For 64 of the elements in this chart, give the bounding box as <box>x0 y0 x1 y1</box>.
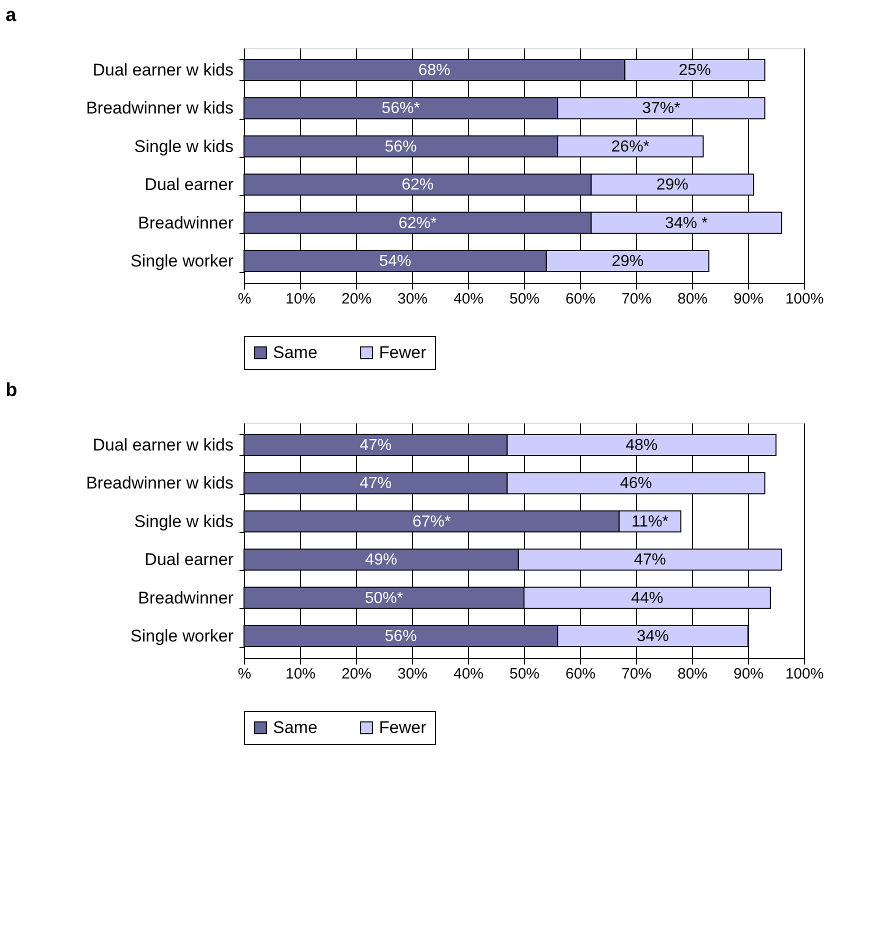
legend-label: Same <box>273 342 318 362</box>
x-tick-label: 40% <box>453 290 484 308</box>
x-tick-label: 100% <box>785 666 824 682</box>
x-tick-label: 10% <box>285 666 316 682</box>
y-tick-label: Breadwinner <box>138 213 234 232</box>
x-tick-label: 10% <box>285 290 316 308</box>
data-label: 44% <box>631 590 664 607</box>
y-tick-label: Dual earner w kids <box>92 435 234 454</box>
data-label: 56% <box>384 628 417 646</box>
x-tick-label: 80% <box>677 290 708 308</box>
data-label: 62% <box>402 176 434 194</box>
data-label: 37%* <box>642 100 680 118</box>
data-label: 11%* <box>631 513 669 530</box>
x-tick-label: 50% <box>509 290 540 308</box>
x-tick-label: 90% <box>733 290 764 308</box>
y-tick-label: Dual earner w kids <box>92 60 234 80</box>
data-label: 34% <box>636 628 669 646</box>
y-tick-label: Single worker <box>130 626 234 646</box>
data-label: 67%* <box>412 513 451 530</box>
text: b <box>6 380 18 401</box>
y-tick-label: Single w kids <box>134 512 234 531</box>
data-label: 47% <box>360 475 392 492</box>
y-tick-label: Single worker <box>130 252 234 271</box>
data-label: 54% <box>379 253 412 270</box>
legend-label: Fewer <box>379 342 427 362</box>
data-label: 50%* <box>364 590 404 607</box>
x-tick-label: % <box>238 666 252 682</box>
data-label: 46% <box>620 475 652 492</box>
data-label: 47% <box>634 552 666 569</box>
data-label: 62%* <box>398 214 437 232</box>
data-label: 29% <box>612 253 644 270</box>
y-tick-label: Dual earner <box>144 175 234 194</box>
x-tick-label: 100% <box>785 290 824 308</box>
x-tick-label: 90% <box>733 666 764 682</box>
y-tick-label: Breadwinner <box>138 588 234 608</box>
x-tick-label: 70% <box>621 290 652 308</box>
text: a <box>6 5 17 26</box>
x-tick-label: 80% <box>677 666 708 682</box>
data-label: 48% <box>626 436 658 454</box>
data-label: 34% * <box>665 214 708 232</box>
legend-label: Fewer <box>379 718 427 737</box>
x-tick-label: 70% <box>621 666 652 682</box>
y-tick-label: Single w kids <box>134 136 234 156</box>
data-label: 26%* <box>611 138 650 156</box>
x-tick-label: 60% <box>565 666 596 682</box>
x-tick-label: % <box>238 290 252 308</box>
x-tick-label: 30% <box>397 290 428 308</box>
x-tick-label: 20% <box>341 290 372 308</box>
y-tick-label: Breadwinner w kids <box>86 474 234 493</box>
y-tick-label: Dual earner <box>144 550 234 570</box>
data-label: 49% <box>365 552 398 569</box>
x-tick-label: 20% <box>341 666 372 682</box>
data-label: 68% <box>418 62 450 79</box>
data-label: 47% <box>360 436 392 454</box>
x-tick-label: 50% <box>509 666 540 682</box>
legend-label: Same <box>273 718 318 737</box>
data-label: 25% <box>678 62 711 79</box>
y-tick-label: Breadwinner w kids <box>86 98 234 118</box>
data-label: 56%* <box>382 100 420 118</box>
data-label: 56% <box>384 138 417 156</box>
x-tick-label: 30% <box>397 666 428 682</box>
data-label: 29% <box>656 176 688 194</box>
x-tick-label: 60% <box>565 290 596 308</box>
x-tick-label: 40% <box>453 666 484 682</box>
